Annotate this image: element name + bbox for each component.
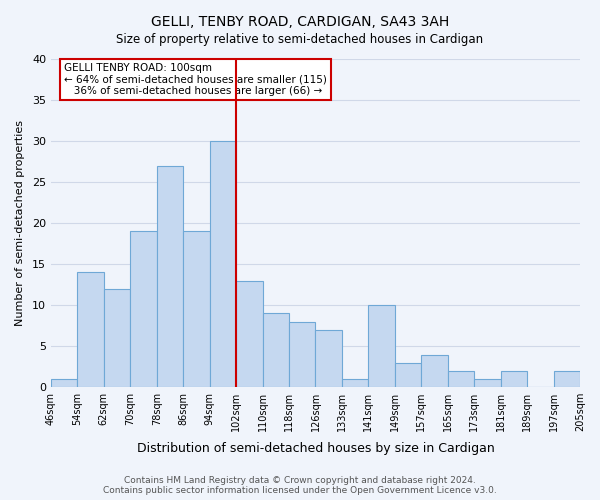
Bar [500, 371, 527, 388]
Bar [448, 371, 474, 388]
Text: Contains HM Land Registry data © Crown copyright and database right 2024.
Contai: Contains HM Land Registry data © Crown c… [103, 476, 497, 495]
Bar [51, 379, 77, 388]
Bar [209, 141, 236, 388]
Bar [104, 289, 130, 388]
Text: GELLI, TENBY ROAD, CARDIGAN, SA43 3AH: GELLI, TENBY ROAD, CARDIGAN, SA43 3AH [151, 15, 449, 29]
Bar [554, 371, 580, 388]
Bar [289, 322, 316, 388]
Text: GELLI TENBY ROAD: 100sqm
← 64% of semi-detached houses are smaller (115)
   36% : GELLI TENBY ROAD: 100sqm ← 64% of semi-d… [64, 63, 327, 96]
Bar [368, 306, 395, 388]
Y-axis label: Number of semi-detached properties: Number of semi-detached properties [15, 120, 25, 326]
Bar [342, 379, 368, 388]
Bar [157, 166, 183, 388]
Bar [395, 362, 421, 388]
Bar [316, 330, 342, 388]
Bar [474, 379, 500, 388]
Bar [77, 272, 104, 388]
Bar [183, 232, 209, 388]
Bar [421, 354, 448, 388]
Text: Size of property relative to semi-detached houses in Cardigan: Size of property relative to semi-detach… [116, 32, 484, 46]
Bar [263, 314, 289, 388]
Bar [130, 232, 157, 388]
X-axis label: Distribution of semi-detached houses by size in Cardigan: Distribution of semi-detached houses by … [137, 442, 494, 455]
Bar [236, 280, 263, 388]
